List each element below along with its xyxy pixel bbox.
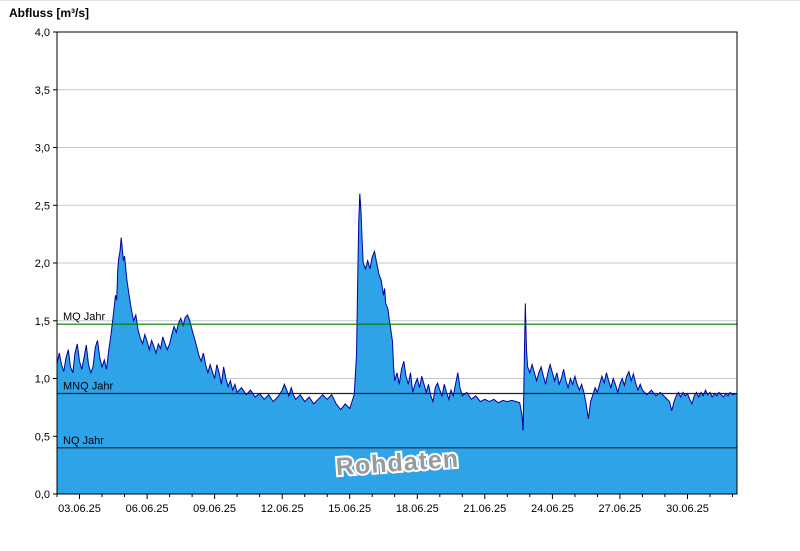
x-tick-label: 12.06.25 — [261, 503, 304, 515]
y-tick-label: 1,5 — [35, 316, 50, 328]
y-tick-label: 2,0 — [35, 258, 50, 270]
x-tick-label: 27.06.25 — [598, 503, 641, 515]
ref-line-label-2: NQ Jahr — [63, 435, 104, 447]
x-tick-label: 06.06.25 — [126, 503, 169, 515]
x-tick-label: 03.06.25 — [58, 503, 101, 515]
y-tick-label: 3,0 — [35, 143, 50, 155]
x-tick-label: 24.06.25 — [531, 503, 574, 515]
y-tick-label: 0,5 — [35, 431, 50, 443]
discharge-line — [56, 193, 738, 431]
x-tick-label: 09.06.25 — [193, 503, 236, 515]
x-tick-label: 18.06.25 — [396, 503, 439, 515]
x-tick-label: 21.06.25 — [463, 503, 506, 515]
y-axis-title: Abfluss [m³/s] — [9, 6, 90, 20]
ref-line-label-0: MQ Jahr — [63, 311, 106, 323]
discharge-area — [57, 193, 737, 494]
y-tick-label: 0,0 — [35, 489, 50, 501]
ref-line-label-1: MNQ Jahr — [63, 381, 113, 393]
x-tick-label: 15.06.25 — [328, 503, 371, 515]
y-tick-label: 2,5 — [35, 200, 50, 212]
y-tick-label: 1,0 — [35, 374, 50, 386]
x-tick-label: 30.06.25 — [666, 503, 709, 515]
y-tick-label: 4,0 — [35, 27, 50, 39]
y-tick-label: 3,5 — [35, 85, 50, 97]
